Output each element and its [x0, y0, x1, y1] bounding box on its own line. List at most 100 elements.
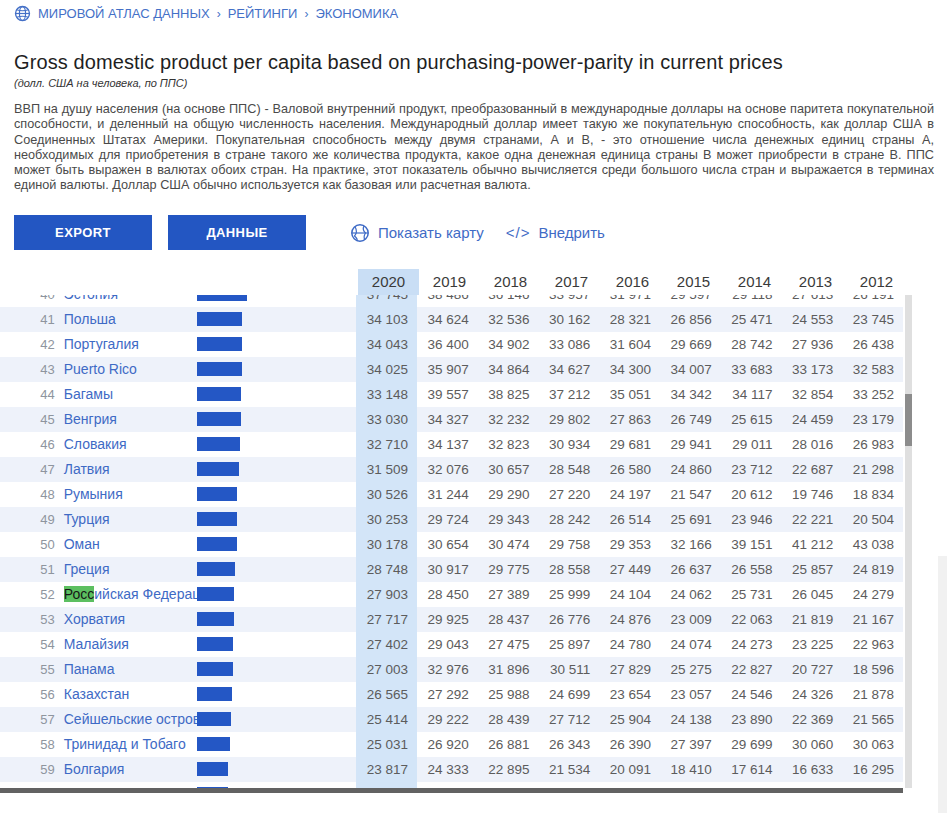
- country-link[interactable]: Польша: [55, 311, 197, 327]
- country-link[interactable]: Puerto Rico: [55, 361, 197, 377]
- value-bar-cell: [197, 382, 356, 407]
- value-bar-cell: [197, 332, 356, 357]
- year-column-header[interactable]: 2013: [785, 269, 846, 295]
- value-bar: [197, 712, 231, 726]
- show-map-link[interactable]: Показать карту: [350, 223, 484, 243]
- rank-cell: 56: [0, 687, 55, 702]
- year-column-header[interactable]: 2016: [602, 269, 663, 295]
- breadcrumb-item-economy[interactable]: ЭКОНОМИКА: [315, 6, 398, 21]
- breadcrumb-item-atlas[interactable]: МИРОВОЙ АТЛАС ДАННЫХ: [38, 6, 210, 21]
- map-globe-icon: [350, 223, 370, 243]
- value-cell: 31 971: [599, 295, 660, 307]
- value-cell: 29 775: [478, 557, 539, 582]
- value-cell: 23 057: [660, 682, 721, 707]
- table-row: 49Турция30 25329 72429 34328 24226 51425…: [0, 507, 903, 532]
- value-cell: 21 167: [842, 607, 903, 632]
- value-cell: 24 074: [660, 632, 721, 657]
- embed-link[interactable]: </> Внедрить: [506, 224, 605, 241]
- value-bar: [197, 562, 235, 576]
- value-cell: 26 881: [478, 732, 539, 757]
- country-link[interactable]: Эстония: [55, 295, 197, 303]
- table-viewport[interactable]: 40Эстония37 74538 48636 14633 95731 9712…: [0, 295, 903, 788]
- value-cell: 26 776: [539, 607, 600, 632]
- value-cell: 24 197: [599, 482, 660, 507]
- breadcrumb-item-ratings[interactable]: РЕЙТИНГИ: [228, 6, 298, 21]
- rank-cell: 40: [0, 295, 55, 302]
- value-cell: 27 220: [539, 482, 600, 507]
- value-cell: 22 063: [721, 607, 782, 632]
- value-bar: [197, 512, 237, 526]
- country-link[interactable]: Казахстан: [55, 686, 197, 702]
- table-row: 51Греция28 74830 91729 77528 55827 44926…: [0, 557, 903, 582]
- country-link[interactable]: Латвия: [55, 461, 197, 477]
- value-cell: 31 896: [478, 657, 539, 682]
- value-cell: 25 904: [599, 707, 660, 732]
- value-cell: 34 624: [417, 307, 478, 332]
- rank-cell: 46: [0, 437, 55, 452]
- data-tab-button[interactable]: ДАННЫЕ: [168, 215, 306, 250]
- country-link[interactable]: Багамы: [55, 386, 197, 402]
- year-column-header[interactable]: 2012: [846, 269, 907, 295]
- rank-cell: 59: [0, 762, 55, 777]
- export-button[interactable]: EXPORT: [14, 215, 152, 250]
- rank-cell: 42: [0, 337, 55, 352]
- country-link[interactable]: Словакия: [55, 436, 197, 452]
- value-cell: 29 941: [660, 432, 721, 457]
- year-column-header[interactable]: 2018: [480, 269, 541, 295]
- value-cell: 30 934: [539, 432, 600, 457]
- value-bar: [197, 295, 247, 302]
- country-link[interactable]: Румыния: [55, 486, 197, 502]
- value-cell: 28 242: [539, 507, 600, 532]
- country-link[interactable]: Российская Федерац...: [55, 586, 197, 602]
- rank-cell: 49: [0, 512, 55, 527]
- vertical-scrollbar-track[interactable]: [905, 295, 912, 788]
- value-cell: 25 988: [478, 682, 539, 707]
- country-link[interactable]: Греция: [55, 561, 197, 577]
- country-link[interactable]: Болгария: [55, 761, 197, 777]
- country-link[interactable]: Венгрия: [55, 411, 197, 427]
- value-cell: 24 819: [842, 557, 903, 582]
- country-link[interactable]: Хорватия: [55, 611, 197, 627]
- value-cell: 34 300: [599, 357, 660, 382]
- value-cell: 22 687: [782, 457, 843, 482]
- table-row: 40Эстония37 74538 48636 14633 95731 9712…: [0, 295, 903, 307]
- value-bar: [197, 362, 242, 376]
- value-bar-cell: [197, 432, 356, 457]
- value-cell: 20 612: [721, 482, 782, 507]
- value-cell: 24 553: [782, 307, 843, 332]
- year-column-header[interactable]: 2017: [541, 269, 602, 295]
- value-bar: [197, 387, 241, 401]
- value-cell: 22 963: [842, 632, 903, 657]
- value-bar: [197, 462, 239, 476]
- value-cell: 25 999: [539, 582, 600, 607]
- breadcrumb-separator: ›: [217, 7, 221, 21]
- year-column-header[interactable]: 2020: [358, 269, 419, 295]
- year-column-header[interactable]: 2014: [724, 269, 785, 295]
- value-cell: 28 450: [417, 582, 478, 607]
- country-link[interactable]: Оман: [55, 536, 197, 552]
- value-cell: 29 681: [599, 432, 660, 457]
- value-bar-cell: [197, 295, 356, 307]
- value-cell: 25 471: [721, 307, 782, 332]
- value-cell: 29 343: [478, 507, 539, 532]
- country-link[interactable]: Панама: [55, 661, 197, 677]
- value-cell: 31 604: [599, 332, 660, 357]
- country-link[interactable]: Турция: [55, 511, 197, 527]
- year-column-header[interactable]: 2015: [663, 269, 724, 295]
- value-cell: 26 438: [842, 332, 903, 357]
- country-link[interactable]: Тринидад и Тобаго: [55, 736, 197, 752]
- horizontal-scrollbar-thumb[interactable]: [0, 788, 903, 793]
- country-link[interactable]: Португалия: [55, 336, 197, 352]
- value-cell: 30 253: [356, 507, 417, 532]
- country-link[interactable]: Малайзия: [55, 636, 197, 652]
- value-bar-cell: [197, 732, 356, 757]
- rank-cell: 53: [0, 612, 55, 627]
- value-cell: 21 534: [539, 757, 600, 782]
- value-cell: 30 474: [478, 532, 539, 557]
- year-column-header[interactable]: 2019: [419, 269, 480, 295]
- value-cell: 29 118: [721, 295, 782, 307]
- value-cell: 26 565: [356, 682, 417, 707]
- country-link[interactable]: Сейшельские острова: [55, 711, 197, 727]
- rank-cell: 43: [0, 362, 55, 377]
- vertical-scrollbar-thumb[interactable]: [905, 394, 912, 446]
